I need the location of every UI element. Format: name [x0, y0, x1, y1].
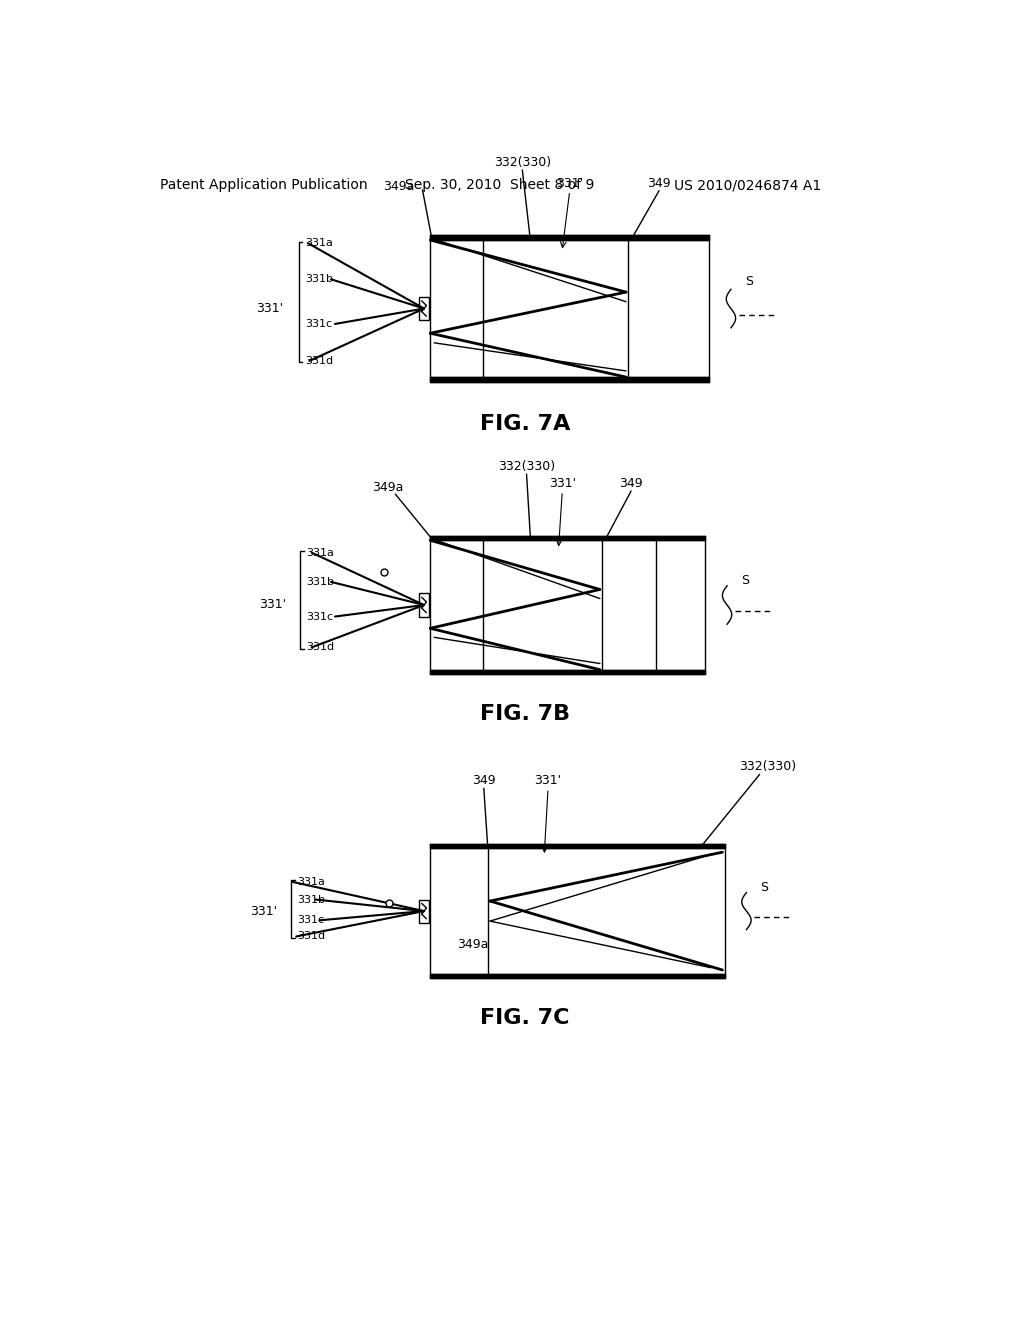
Text: 331': 331'	[250, 904, 276, 917]
Text: 331d: 331d	[297, 932, 325, 941]
Text: Sep. 30, 2010  Sheet 8 of 9: Sep. 30, 2010 Sheet 8 of 9	[406, 178, 595, 193]
Text: 331': 331'	[556, 177, 584, 190]
Bar	[419, 594, 429, 616]
Text: S: S	[761, 882, 768, 895]
Text: FIG. 7B: FIG. 7B	[479, 705, 570, 725]
Text: 331': 331'	[259, 598, 286, 611]
Bar	[419, 297, 429, 321]
Text: 332(330): 332(330)	[738, 760, 796, 774]
Text: 349a: 349a	[383, 180, 415, 193]
Text: 349a: 349a	[457, 937, 488, 950]
Text: S: S	[741, 574, 749, 587]
Text: 331b: 331b	[305, 275, 333, 284]
Text: FIG. 7C: FIG. 7C	[480, 1008, 569, 1028]
Text: Patent Application Publication: Patent Application Publication	[160, 178, 368, 193]
Text: 332(330): 332(330)	[494, 156, 551, 169]
Text: 331b: 331b	[306, 577, 334, 587]
Text: 331d: 331d	[305, 356, 333, 366]
Text: 349: 349	[620, 477, 643, 490]
Text: US 2010/0246874 A1: US 2010/0246874 A1	[675, 178, 821, 193]
Text: 331a: 331a	[297, 876, 325, 887]
Text: 331': 331'	[535, 774, 561, 787]
Text: 331a: 331a	[305, 238, 333, 248]
Text: 349: 349	[647, 177, 671, 190]
Text: 331c: 331c	[297, 915, 324, 925]
Text: S: S	[744, 275, 753, 288]
Text: 331a: 331a	[306, 548, 334, 557]
Bar	[419, 899, 429, 923]
Text: 331': 331'	[256, 302, 283, 315]
Text: 349a: 349a	[372, 482, 403, 495]
Text: 332(330): 332(330)	[498, 459, 555, 473]
Text: 331d: 331d	[306, 643, 335, 652]
Text: 331b: 331b	[297, 895, 325, 904]
Text: 349: 349	[472, 774, 496, 787]
Text: 331c: 331c	[305, 319, 332, 329]
Text: FIG. 7A: FIG. 7A	[479, 414, 570, 434]
Text: 331c: 331c	[306, 611, 334, 622]
Text: 331': 331'	[549, 477, 575, 490]
